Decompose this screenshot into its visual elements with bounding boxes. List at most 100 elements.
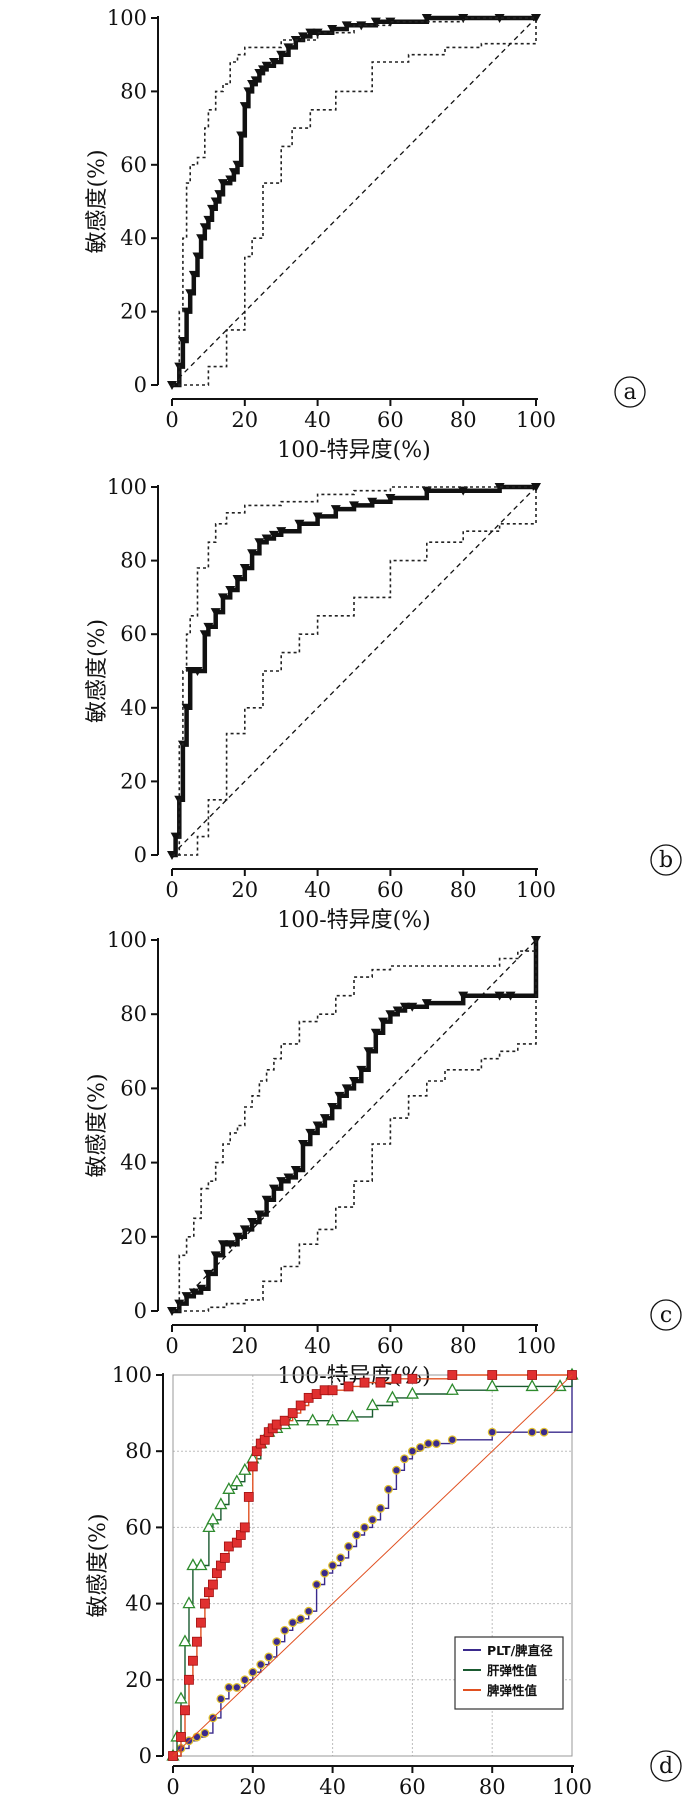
roc-point — [349, 501, 359, 511]
roc-point — [214, 190, 225, 200]
panel-tag-circle — [614, 376, 646, 408]
roc-point — [217, 1240, 228, 1250]
axes — [157, 938, 538, 1326]
roc-point — [327, 25, 338, 35]
x-tick-label: 80 — [450, 408, 477, 432]
roc-point — [349, 1076, 359, 1086]
series-point — [182, 1596, 196, 1609]
series-point — [352, 1530, 361, 1540]
series-point — [207, 1579, 218, 1590]
legend-label: 肝弹性值 — [487, 1663, 538, 1678]
roc-point — [276, 50, 287, 60]
series-point — [423, 1439, 433, 1449]
series-point — [336, 1553, 346, 1563]
roc-point — [210, 608, 221, 618]
axes — [157, 485, 538, 870]
series-point — [345, 1409, 360, 1422]
y-tick-label: 80 — [125, 1439, 152, 1463]
roc-point — [341, 21, 352, 31]
series-point — [178, 1634, 192, 1647]
roc-point — [370, 17, 381, 27]
series-point — [485, 1379, 499, 1392]
ci-lower-line — [172, 18, 537, 386]
series-point — [200, 1598, 210, 1609]
roc-point — [188, 270, 199, 280]
x-tick-label: 100 — [552, 1775, 592, 1795]
roc-point — [298, 1140, 309, 1150]
series-point — [219, 1552, 230, 1563]
roc-point — [334, 1091, 345, 1101]
roc-point — [247, 549, 258, 559]
roc-point — [294, 519, 305, 529]
roc-point — [312, 28, 323, 38]
roc-point — [458, 14, 469, 23]
roc-point — [247, 1217, 258, 1227]
series-point — [239, 1522, 250, 1533]
series-point — [214, 1497, 228, 1510]
roc-point — [283, 1173, 294, 1183]
roc-point — [185, 667, 196, 676]
roc-point — [239, 1225, 250, 1235]
y-tick-label: 60 — [120, 622, 147, 646]
reference-diagonal — [172, 1374, 573, 1757]
y-tick-label: 40 — [120, 696, 147, 720]
roc-point — [385, 494, 396, 504]
roc-point — [236, 131, 247, 141]
series-point — [376, 1503, 385, 1513]
y-tick-label: 100 — [107, 475, 147, 499]
roc-point — [305, 1128, 316, 1138]
x-tick-label: 0 — [165, 1334, 178, 1358]
roc-point — [370, 1028, 381, 1038]
series-point — [527, 1427, 537, 1437]
roc-point — [392, 1006, 403, 1016]
x-tick-label: 0 — [166, 1775, 179, 1795]
series-point — [230, 1474, 244, 1487]
x-tick-label: 60 — [399, 1775, 426, 1795]
roc-point — [290, 1166, 301, 1176]
panel-tag-circle — [650, 1750, 682, 1782]
y-tick-label: 0 — [134, 843, 147, 867]
series-point — [216, 1694, 226, 1704]
x-tick-label: 20 — [231, 1334, 258, 1358]
panel-tag-letter: c — [660, 1303, 672, 1328]
roc-point — [217, 179, 228, 189]
series-ci-lower — [172, 487, 537, 856]
series-point — [288, 1618, 298, 1628]
y-tick-label: 100 — [107, 6, 147, 30]
roc-point — [181, 703, 192, 713]
series-point — [320, 1568, 330, 1578]
plot-frame — [172, 1374, 573, 1757]
roc-point — [239, 563, 250, 573]
roc-point — [225, 1240, 236, 1250]
panel-tag: c — [650, 1299, 682, 1331]
roc-point — [330, 505, 341, 515]
series-point — [344, 1541, 354, 1551]
series-ci-upper — [172, 486, 536, 856]
series-point — [368, 1515, 377, 1525]
ci-upper-line — [172, 940, 537, 1312]
x-tick-label: 80 — [450, 1334, 477, 1358]
panel-tag-letter: a — [623, 380, 636, 405]
series-ci-upper — [172, 940, 537, 1312]
roc-point — [192, 667, 203, 676]
roc-point — [305, 28, 316, 38]
series-point — [287, 1408, 298, 1418]
y-tick-label: 60 — [125, 1515, 152, 1539]
roc-point — [421, 999, 432, 1009]
roc-point — [232, 160, 243, 170]
roc-point — [268, 530, 279, 540]
series-point — [327, 1385, 338, 1396]
panel-tag: a — [614, 376, 646, 408]
roc-point — [261, 1195, 272, 1205]
roc-point — [254, 538, 265, 548]
series-point — [360, 1522, 369, 1532]
roc-point — [367, 497, 378, 507]
series-point — [553, 1379, 567, 1392]
roc-point — [268, 1184, 279, 1194]
y-axis-label: 敏感度(%) — [86, 1513, 111, 1617]
roc-point — [177, 336, 188, 346]
roc-point — [312, 1121, 323, 1131]
roc-point — [185, 289, 196, 299]
